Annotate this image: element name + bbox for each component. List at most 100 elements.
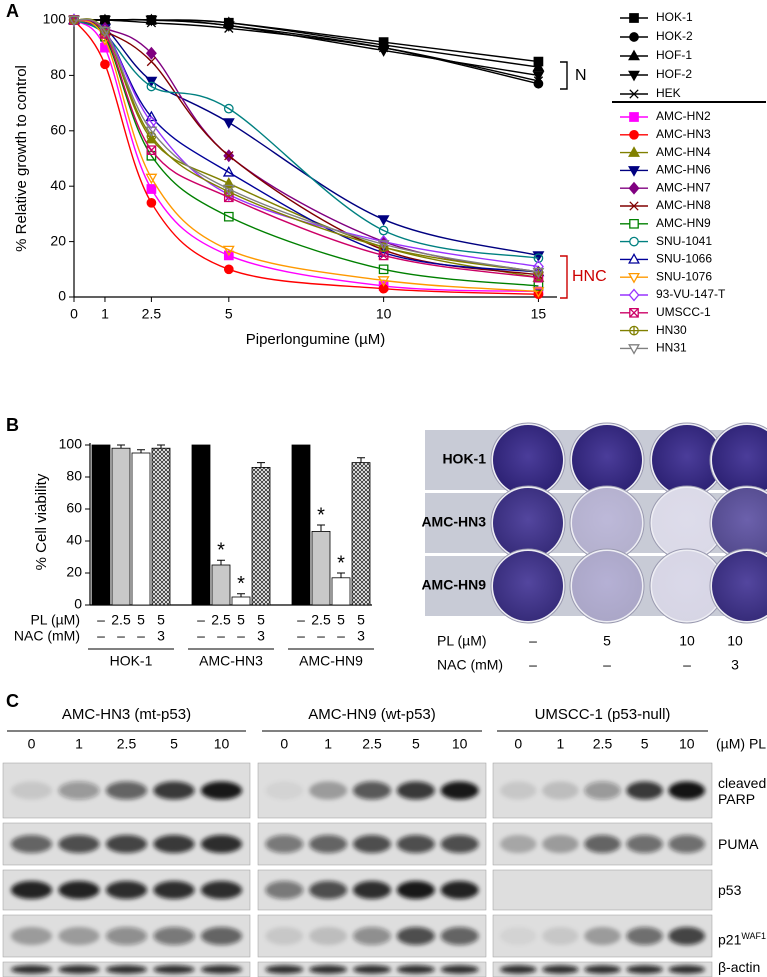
blot-band bbox=[200, 965, 243, 974]
blot-band bbox=[353, 881, 391, 899]
condition-value: 2.5 bbox=[211, 612, 231, 628]
lane-label: 1 bbox=[556, 736, 564, 752]
blot-band bbox=[105, 927, 148, 945]
legend-marker bbox=[628, 146, 640, 157]
legend-label: HEK bbox=[656, 86, 681, 100]
error-bar bbox=[157, 444, 165, 449]
y-axis-label: % Cell viability bbox=[33, 473, 50, 570]
condition-value: – bbox=[529, 657, 537, 673]
blot-band bbox=[200, 835, 243, 853]
series-line bbox=[73, 19, 539, 63]
annotation: N bbox=[575, 67, 587, 84]
blot-band bbox=[309, 965, 348, 974]
condition-value: 3 bbox=[157, 628, 165, 644]
blot-band bbox=[626, 965, 663, 974]
legend-label: SNU-1066 bbox=[656, 252, 712, 266]
blot-band bbox=[58, 927, 100, 945]
blot-band bbox=[309, 835, 348, 853]
legend-label: HOF-1 bbox=[656, 48, 692, 62]
error-bar bbox=[317, 524, 325, 532]
series-line bbox=[73, 19, 539, 276]
condition-value: – bbox=[683, 657, 691, 673]
bar bbox=[311, 531, 331, 606]
blot-band bbox=[200, 781, 243, 800]
data-point bbox=[224, 151, 234, 161]
condition-label: NAC (mM) bbox=[437, 657, 503, 673]
blot-band bbox=[584, 781, 621, 800]
well bbox=[572, 425, 642, 495]
protein-name: p53 bbox=[718, 882, 742, 898]
legend-label: SNU-1076 bbox=[656, 269, 712, 283]
blot-band bbox=[396, 881, 435, 899]
error-bar bbox=[357, 457, 365, 463]
series-line bbox=[73, 19, 539, 295]
legend-marker bbox=[629, 129, 639, 140]
blot-band bbox=[58, 781, 100, 800]
blot-band bbox=[58, 881, 100, 899]
condition-value: – bbox=[603, 657, 611, 673]
blot-band bbox=[265, 881, 304, 899]
x-tick-label: AMC-HN9 bbox=[299, 653, 363, 669]
legend-marker bbox=[629, 236, 639, 247]
data-point bbox=[68, 15, 80, 27]
condition-value: – bbox=[197, 628, 205, 644]
x-tick-label: 1 bbox=[101, 306, 109, 322]
condition-value: 3 bbox=[731, 657, 739, 673]
data-point bbox=[145, 116, 157, 129]
well bbox=[712, 551, 767, 621]
x-tick-label: 2.5 bbox=[142, 306, 162, 322]
protein-name: PUMA bbox=[718, 836, 759, 852]
significance-marker: * bbox=[217, 539, 225, 561]
condition-value: – bbox=[97, 612, 105, 628]
legend-label: HN30 bbox=[656, 323, 687, 337]
blot-band bbox=[153, 781, 195, 800]
condition-value: – bbox=[137, 628, 145, 644]
data-point bbox=[222, 245, 235, 257]
data-point bbox=[222, 165, 235, 177]
legend-label: UMSCC-1 bbox=[656, 305, 711, 319]
condition-value: 5 bbox=[603, 633, 611, 649]
blot-band bbox=[440, 835, 479, 853]
significance-marker: * bbox=[337, 552, 345, 574]
legend-marker bbox=[628, 288, 640, 302]
blot-band bbox=[440, 781, 479, 800]
data-point bbox=[146, 184, 157, 194]
condition-value: – bbox=[217, 628, 225, 644]
data-point bbox=[223, 211, 234, 222]
condition-value: – bbox=[117, 628, 125, 644]
blot-band bbox=[10, 965, 53, 974]
well bbox=[652, 551, 722, 621]
series-line bbox=[73, 19, 539, 287]
well bbox=[572, 488, 642, 558]
bar bbox=[211, 564, 231, 606]
data-point bbox=[378, 43, 389, 53]
blot-band bbox=[584, 835, 621, 853]
lane-label: 10 bbox=[452, 736, 468, 752]
bar bbox=[131, 452, 151, 606]
blot-band bbox=[309, 881, 348, 899]
blot-band bbox=[353, 965, 391, 974]
blot-band bbox=[265, 927, 304, 945]
data-point bbox=[146, 81, 157, 92]
panel-letter: C bbox=[6, 691, 19, 711]
lane-label: 0 bbox=[514, 736, 522, 752]
blot-band bbox=[440, 881, 479, 899]
blot-band bbox=[153, 965, 195, 974]
legend-label: HN31 bbox=[656, 341, 687, 355]
y-tick-label: 0 bbox=[74, 596, 82, 612]
series-line bbox=[73, 19, 539, 293]
significance-marker: * bbox=[237, 573, 245, 595]
series-line bbox=[73, 19, 539, 293]
legend-label: HOK-1 bbox=[656, 10, 693, 24]
x-tick-label: 0 bbox=[70, 306, 78, 322]
series-line bbox=[73, 19, 539, 68]
condition-value: 5 bbox=[257, 612, 265, 628]
blot-strip bbox=[492, 869, 713, 911]
legend-marker bbox=[629, 89, 639, 99]
y-tick-label: 0 bbox=[58, 288, 66, 304]
bar bbox=[191, 444, 211, 606]
data-point bbox=[146, 145, 157, 156]
y-tick-label: 80 bbox=[50, 66, 66, 82]
data-point bbox=[145, 46, 157, 60]
